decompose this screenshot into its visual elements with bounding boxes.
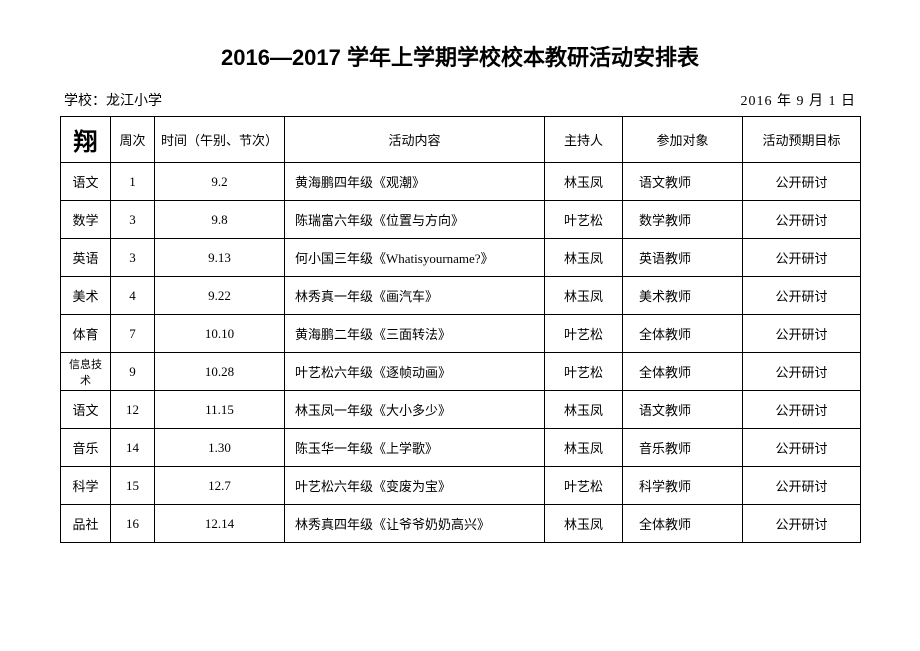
cell-subject: 语文 — [61, 391, 111, 429]
cell-week: 9 — [111, 353, 155, 391]
cell-participants: 全体教师 — [623, 353, 743, 391]
cell-participants: 音乐教师 — [623, 429, 743, 467]
cell-goal: 公开研讨 — [743, 429, 861, 467]
table-row: 音乐141.30陈玉华一年级《上学歌》林玉凤音乐教师公开研讨 — [61, 429, 861, 467]
cell-time: 1.30 — [155, 429, 285, 467]
cell-subject: 品社 — [61, 505, 111, 543]
cell-participants: 科学教师 — [623, 467, 743, 505]
corner-cell: 翔 — [61, 117, 111, 163]
cell-goal: 公开研讨 — [743, 163, 861, 201]
cell-host: 林玉凤 — [545, 505, 623, 543]
cell-participants: 语文教师 — [623, 391, 743, 429]
cell-week: 3 — [111, 239, 155, 277]
school-label: 学校：龙江小学 — [64, 90, 162, 110]
header-host: 主持人 — [545, 117, 623, 163]
cell-goal: 公开研讨 — [743, 277, 861, 315]
cell-time: 9.22 — [155, 277, 285, 315]
cell-week: 7 — [111, 315, 155, 353]
meta-line: 学校：龙江小学 2016 年 9 月 1 日 — [60, 90, 860, 110]
cell-participants: 语文教师 — [623, 163, 743, 201]
cell-activity: 黄海鹏二年级《三面转法》 — [285, 315, 545, 353]
cell-subject: 英语 — [61, 239, 111, 277]
header-participants: 参加对象 — [623, 117, 743, 163]
cell-time: 10.10 — [155, 315, 285, 353]
table-body: 语文19.2黄海鹏四年级《观潮》林玉凤语文教师公开研讨数学39.8陈瑞富六年级《… — [61, 163, 861, 543]
cell-activity: 陈瑞富六年级《位置与方向》 — [285, 201, 545, 239]
table-row: 数学39.8陈瑞富六年级《位置与方向》叶艺松数学教师公开研讨 — [61, 201, 861, 239]
cell-activity: 叶艺松六年级《逐帧动画》 — [285, 353, 545, 391]
cell-time: 9.2 — [155, 163, 285, 201]
cell-week: 12 — [111, 391, 155, 429]
cell-week: 4 — [111, 277, 155, 315]
cell-week: 1 — [111, 163, 155, 201]
table-row: 信息技术910.28叶艺松六年级《逐帧动画》叶艺松全体教师公开研讨 — [61, 353, 861, 391]
cell-host: 林玉凤 — [545, 277, 623, 315]
cell-week: 3 — [111, 201, 155, 239]
table-header-row: 翔 周次 时间（午别、节次） 活动内容 主持人 参加对象 活动预期目标 — [61, 117, 861, 163]
table-row: 科学1512.7叶艺松六年级《变废为宝》叶艺松科学教师公开研讨 — [61, 467, 861, 505]
cell-goal: 公开研讨 — [743, 201, 861, 239]
cell-time: 11.15 — [155, 391, 285, 429]
cell-activity: 何小国三年级《Whatisyourname?》 — [285, 239, 545, 277]
cell-participants: 英语教师 — [623, 239, 743, 277]
cell-goal: 公开研讨 — [743, 505, 861, 543]
header-goal: 活动预期目标 — [743, 117, 861, 163]
cell-subject: 体育 — [61, 315, 111, 353]
cell-participants: 数学教师 — [623, 201, 743, 239]
cell-time: 9.13 — [155, 239, 285, 277]
cell-host: 叶艺松 — [545, 467, 623, 505]
table-row: 语文19.2黄海鹏四年级《观潮》林玉凤语文教师公开研讨 — [61, 163, 861, 201]
cell-activity: 林秀真一年级《画汽车》 — [285, 277, 545, 315]
cell-goal: 公开研讨 — [743, 353, 861, 391]
cell-time: 12.14 — [155, 505, 285, 543]
table-row: 体育710.10黄海鹏二年级《三面转法》叶艺松全体教师公开研讨 — [61, 315, 861, 353]
table-row: 美术49.22林秀真一年级《画汽车》林玉凤美术教师公开研讨 — [61, 277, 861, 315]
cell-subject: 语文 — [61, 163, 111, 201]
cell-activity: 陈玉华一年级《上学歌》 — [285, 429, 545, 467]
cell-host: 叶艺松 — [545, 201, 623, 239]
cell-host: 林玉凤 — [545, 163, 623, 201]
page-title: 2016—2017 学年上学期学校校本教研活动安排表 — [60, 40, 860, 72]
table-row: 英语39.13何小国三年级《Whatisyourname?》林玉凤英语教师公开研… — [61, 239, 861, 277]
cell-host: 林玉凤 — [545, 391, 623, 429]
cell-subject: 信息技术 — [61, 353, 111, 391]
header-time: 时间（午别、节次） — [155, 117, 285, 163]
cell-subject: 科学 — [61, 467, 111, 505]
cell-activity: 黄海鹏四年级《观潮》 — [285, 163, 545, 201]
cell-goal: 公开研讨 — [743, 391, 861, 429]
cell-goal: 公开研讨 — [743, 315, 861, 353]
date-label: 2016 年 9 月 1 日 — [741, 90, 857, 110]
cell-week: 14 — [111, 429, 155, 467]
cell-participants: 全体教师 — [623, 505, 743, 543]
cell-goal: 公开研讨 — [743, 239, 861, 277]
cell-participants: 美术教师 — [623, 277, 743, 315]
cell-host: 叶艺松 — [545, 315, 623, 353]
cell-subject: 音乐 — [61, 429, 111, 467]
cell-time: 9.8 — [155, 201, 285, 239]
cell-participants: 全体教师 — [623, 315, 743, 353]
cell-activity: 林玉凤一年级《大小多少》 — [285, 391, 545, 429]
cell-activity: 林秀真四年级《让爷爷奶奶高兴》 — [285, 505, 545, 543]
cell-time: 10.28 — [155, 353, 285, 391]
cell-goal: 公开研讨 — [743, 467, 861, 505]
cell-subject: 数学 — [61, 201, 111, 239]
table-row: 语文1211.15林玉凤一年级《大小多少》林玉凤语文教师公开研讨 — [61, 391, 861, 429]
header-week: 周次 — [111, 117, 155, 163]
schedule-table: 翔 周次 时间（午别、节次） 活动内容 主持人 参加对象 活动预期目标 语文19… — [60, 116, 861, 543]
cell-host: 叶艺松 — [545, 353, 623, 391]
table-row: 品社1612.14林秀真四年级《让爷爷奶奶高兴》林玉凤全体教师公开研讨 — [61, 505, 861, 543]
cell-time: 12.7 — [155, 467, 285, 505]
cell-week: 15 — [111, 467, 155, 505]
cell-subject: 美术 — [61, 277, 111, 315]
cell-host: 林玉凤 — [545, 239, 623, 277]
header-activity: 活动内容 — [285, 117, 545, 163]
cell-host: 林玉凤 — [545, 429, 623, 467]
cell-week: 16 — [111, 505, 155, 543]
cell-activity: 叶艺松六年级《变废为宝》 — [285, 467, 545, 505]
